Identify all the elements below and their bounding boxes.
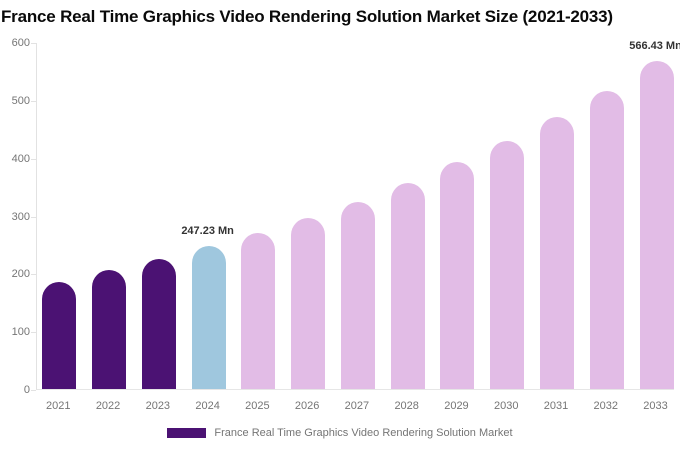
x-axis-label-2022: 2022 [95, 400, 121, 412]
x-axis-label-2028: 2028 [394, 400, 419, 412]
y-axis-label-0: 0 [23, 384, 30, 396]
bar-2030[interactable] [490, 140, 525, 389]
bar-2031[interactable] [540, 117, 574, 389]
bar-2026[interactable] [291, 217, 326, 389]
x-axis-label-2029: 2029 [444, 400, 469, 412]
y-axis-tick [31, 332, 36, 334]
bar-2021[interactable] [42, 282, 77, 389]
chart-title: France Real Time Graphics Video Renderin… [1, 7, 613, 26]
bar-2022[interactable] [92, 270, 127, 389]
x-axis-label-2032: 2032 [593, 400, 618, 412]
y-axis-tick [31, 274, 36, 276]
x-axis-label-2025: 2025 [245, 400, 270, 412]
y-axis-label-100: 100 [11, 326, 30, 339]
bar-2033[interactable] [639, 61, 674, 389]
x-axis-label-2024: 2024 [195, 400, 220, 412]
y-axis-label-600: 600 [11, 37, 30, 49]
x-axis-label-2031: 2031 [543, 400, 569, 412]
x-axis-label-2023: 2023 [145, 400, 171, 412]
annotation-2024: 247.23 Mn [181, 225, 234, 238]
y-axis-label-500: 500 [11, 94, 30, 107]
bar-2027[interactable] [340, 201, 375, 389]
y-axis-tick [31, 100, 36, 102]
bar-2028[interactable] [390, 182, 425, 389]
annotation-2033: 566.43 Mn [629, 40, 680, 53]
bar-2024[interactable] [191, 246, 226, 389]
x-axis-label-2030: 2030 [493, 400, 519, 412]
x-axis-label-2026: 2026 [294, 400, 320, 412]
y-axis-label-200: 200 [11, 268, 30, 281]
legend-label: France Real Time Graphics Video Renderin… [214, 427, 513, 439]
y-axis-tick [31, 216, 36, 218]
bar-2032[interactable] [589, 91, 624, 389]
x-axis-label-2021: 2021 [46, 400, 71, 412]
bar-2025[interactable] [241, 232, 276, 389]
y-axis-tick [31, 390, 36, 391]
x-axis-label-2027: 2027 [344, 400, 370, 412]
bar-2029[interactable] [440, 162, 475, 389]
bar-2023[interactable] [141, 258, 176, 389]
y-axis-label-400: 400 [11, 152, 30, 165]
y-axis-tick [31, 43, 36, 44]
x-axis-label-2033: 2033 [643, 400, 668, 412]
y-axis-label-300: 300 [11, 210, 30, 223]
legend-swatch-icon [167, 428, 207, 438]
y-axis-tick [31, 158, 36, 160]
legend[interactable]: France Real Time Graphics Video Renderin… [0, 427, 680, 439]
plot-area [36, 43, 674, 390]
